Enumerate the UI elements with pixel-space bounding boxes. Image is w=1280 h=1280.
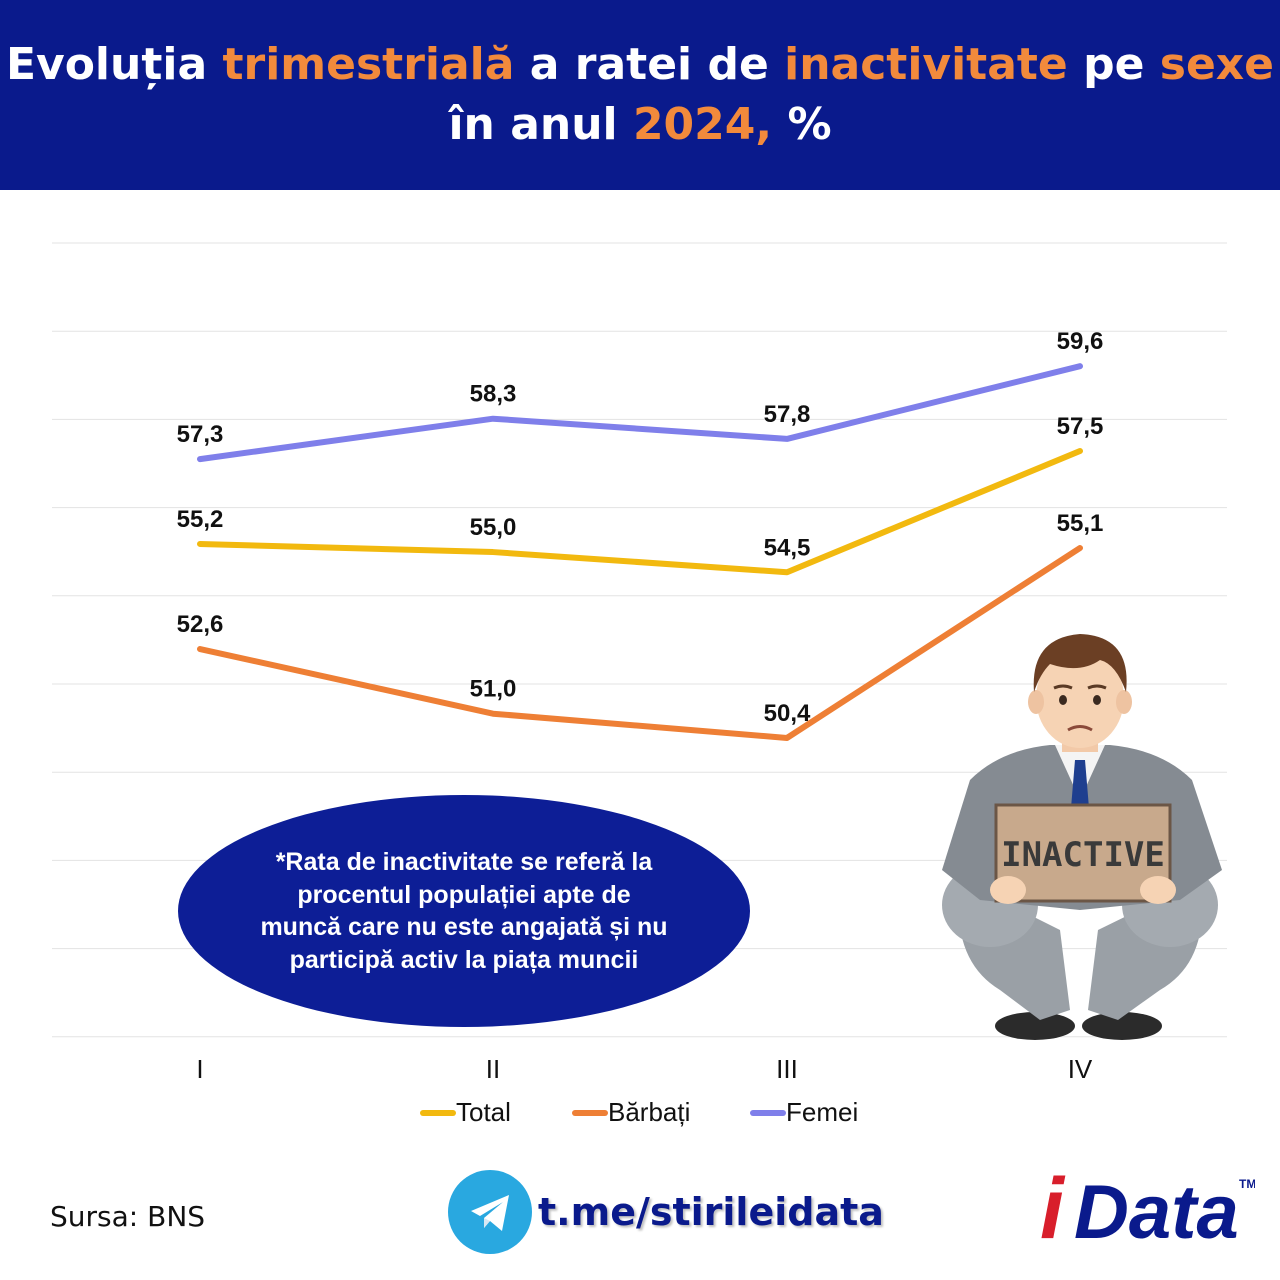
right-eye [1093,695,1101,705]
right-shoe [1082,1012,1162,1040]
legend-swatch [750,1109,786,1116]
idata-logo: i Data TM [1040,1161,1255,1250]
data-label: 57,8 [764,401,811,428]
left-eye [1059,695,1067,705]
title-segment: sexe [1159,39,1275,90]
data-label: 55,1 [1057,510,1104,537]
left-shoe [995,1012,1075,1040]
legend-item: Femei [750,1097,858,1128]
definition-note: *Rata de inactivitate se referă la proce… [178,795,750,1027]
legend-label: Bărbați [608,1097,691,1127]
title-segment: trimestrială [222,39,515,90]
inactive-sign [994,803,1172,903]
legend-label: Total [456,1097,511,1127]
data-label: 58,3 [470,381,517,408]
data-label: 57,5 [1057,413,1104,440]
series-line-2 [197,363,1083,463]
title-segment: 2024, [632,99,773,150]
hair [1033,634,1127,692]
data-label: 57,3 [177,421,224,448]
title-line-1: Evoluția trimestrială a ratei de inactiv… [6,35,1274,95]
data-label: 51,0 [470,676,517,703]
title-segment: a ratei de [514,39,785,90]
data-label: 52,6 [177,611,224,638]
title-segment: în anul [448,99,633,150]
face [1036,648,1124,748]
telegram-icon [448,1170,532,1254]
x-tick-label: I [196,1054,203,1084]
legend-item: Total [420,1097,511,1128]
x-tick-label: IV [1068,1054,1093,1084]
legend-item: Bărbați [572,1097,690,1128]
legend-label: Femei [786,1097,859,1127]
legend-swatch [572,1109,608,1116]
x-tick-label: III [776,1054,798,1084]
logo-trademark: TM [1239,1177,1255,1191]
left-ear [1028,690,1044,714]
title-segment: inactivitate [784,39,1068,90]
title-segment: Evoluția [5,39,223,90]
inactive-person-illustration: INACTIVE [942,634,1222,1040]
logo-word-data: Data [1074,1170,1239,1250]
telegram-link[interactable]: t.me/stirileidata [448,1170,884,1254]
data-label: 55,2 [177,506,224,533]
left-hand [990,876,1026,904]
right-hand [1140,876,1176,904]
title-segment: pe [1067,39,1160,90]
right-eyebrow [1087,684,1107,690]
sad-mouth [1067,725,1093,732]
title-segment: % [772,99,832,150]
legend-swatch [420,1109,456,1116]
definition-note-text: *Rata de inactivitate se referă la proce… [260,848,668,974]
left-eyebrow [1053,684,1073,690]
chart-legend: Total Bărbați Femei [0,1097,1280,1133]
right-ear [1116,690,1132,714]
inactive-sign-text: INACTIVE [1001,835,1165,875]
data-label: 54,5 [764,534,811,561]
series-line-1 [197,545,1083,741]
data-label: 55,0 [470,514,517,541]
data-label: 59,6 [1057,328,1104,355]
title-line-2: în anul 2024, % [448,95,831,155]
telegram-link-text[interactable]: t.me/stirileidata [538,1190,884,1234]
data-label: 50,4 [764,700,811,727]
series-line-0 [197,448,1083,576]
logo-letter-i: i [1040,1161,1066,1250]
source-note: Sursa: BNS [50,1200,206,1233]
chart-title: Evoluția trimestrială a ratei de inactiv… [0,0,1280,190]
x-tick-label: II [486,1054,500,1084]
